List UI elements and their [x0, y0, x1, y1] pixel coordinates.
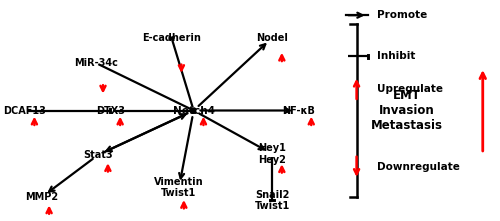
Text: Promote: Promote [378, 10, 428, 20]
Text: E-cadherin: E-cadherin [142, 33, 201, 43]
Text: DTX3: DTX3 [96, 105, 125, 116]
Text: Vimentin
Twist1: Vimentin Twist1 [154, 177, 204, 198]
Text: Nodel: Nodel [256, 33, 288, 43]
Text: Snail2
Twist1: Snail2 Twist1 [254, 190, 290, 211]
Text: Inhibit: Inhibit [378, 51, 416, 61]
Text: DCAF13: DCAF13 [3, 105, 46, 116]
Text: MMP2: MMP2 [25, 192, 58, 202]
Text: EMT
Invasion
Metastasis: EMT Invasion Metastasis [371, 89, 443, 132]
Text: Notch4: Notch4 [172, 105, 214, 116]
Text: Downregulate: Downregulate [378, 162, 460, 172]
Text: Upregulate: Upregulate [378, 84, 444, 94]
Text: NF-κB: NF-κB [282, 105, 316, 116]
Text: Stat3: Stat3 [84, 150, 113, 160]
Text: Hey1
Hey2: Hey1 Hey2 [258, 143, 286, 165]
Text: MiR-34c: MiR-34c [74, 58, 118, 68]
